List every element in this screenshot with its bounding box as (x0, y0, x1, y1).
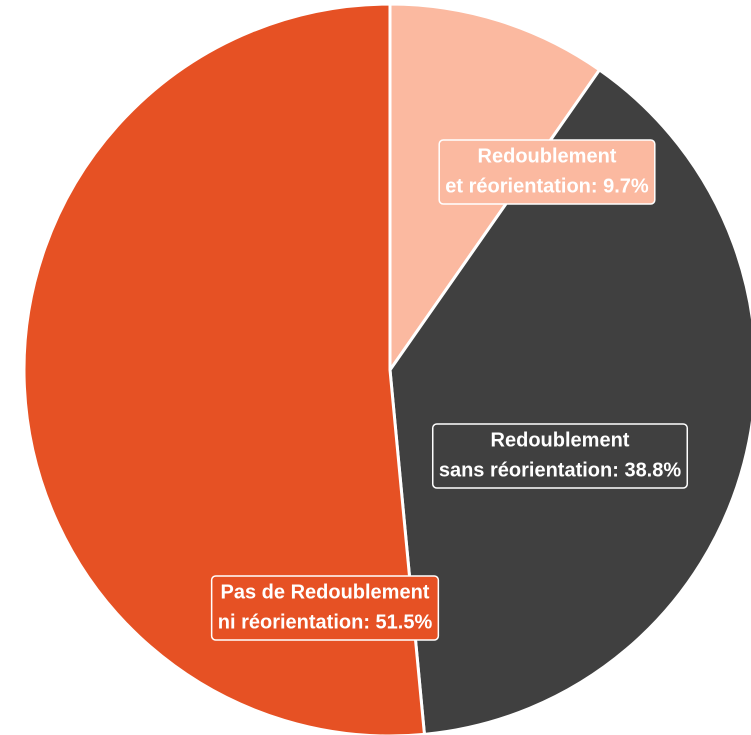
label-text: sans réorientation: 38.8% (439, 459, 682, 481)
pie-slice (388, 67, 751, 735)
pie-slice (22, 2, 427, 735)
label-text: Redoublement (478, 145, 617, 167)
label-box (210, 575, 440, 641)
label-box (438, 139, 656, 205)
label-text: ni réorientation: 51.5% (218, 611, 433, 633)
data-label: Pas de Redoublement ni réorientation: 51.… (210, 575, 440, 641)
label-text: et réorientation: 9.7% (445, 175, 649, 197)
label-text: Pas de Redoublement (221, 581, 430, 603)
label-box (431, 423, 689, 489)
data-label: Redoublement sans réorientation: 38.8% (431, 423, 689, 489)
label-text: Redoublement (491, 429, 630, 451)
data-label: Redoublement et réorientation: 9.7% (438, 139, 656, 205)
